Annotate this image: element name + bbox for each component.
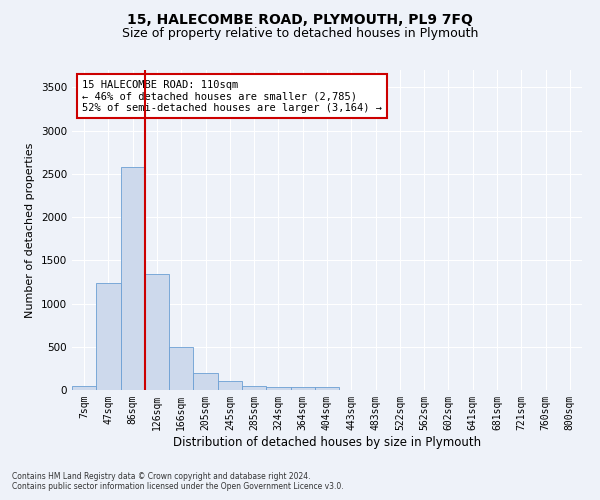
Bar xyxy=(169,347,193,390)
Bar xyxy=(72,386,96,390)
Bar xyxy=(290,386,315,390)
Bar xyxy=(145,274,169,390)
Bar xyxy=(242,386,266,390)
Text: 15, HALECOMBE ROAD, PLYMOUTH, PL9 7FQ: 15, HALECOMBE ROAD, PLYMOUTH, PL9 7FQ xyxy=(127,12,473,26)
Bar xyxy=(315,387,339,390)
Text: Contains public sector information licensed under the Open Government Licence v3: Contains public sector information licen… xyxy=(12,482,344,491)
Bar xyxy=(96,283,121,390)
Bar xyxy=(121,167,145,390)
Bar xyxy=(266,386,290,390)
Text: 15 HALECOMBE ROAD: 110sqm
← 46% of detached houses are smaller (2,785)
52% of se: 15 HALECOMBE ROAD: 110sqm ← 46% of detac… xyxy=(82,80,382,113)
Text: Size of property relative to detached houses in Plymouth: Size of property relative to detached ho… xyxy=(122,28,478,40)
X-axis label: Distribution of detached houses by size in Plymouth: Distribution of detached houses by size … xyxy=(173,436,481,448)
Bar xyxy=(218,381,242,390)
Text: Contains HM Land Registry data © Crown copyright and database right 2024.: Contains HM Land Registry data © Crown c… xyxy=(12,472,311,481)
Bar xyxy=(193,373,218,390)
Y-axis label: Number of detached properties: Number of detached properties xyxy=(25,142,35,318)
